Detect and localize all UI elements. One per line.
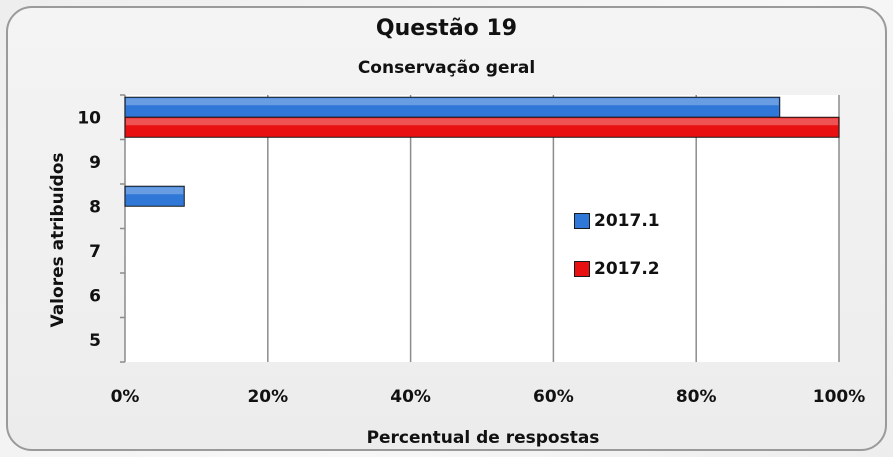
x-tick-label: 40% (390, 387, 431, 407)
y-tick-label: 9 (89, 153, 101, 173)
chart-title: Questão 19 (375, 16, 518, 41)
bar-highlight (126, 98, 779, 106)
x-tick-label: 80% (676, 387, 717, 407)
plot-area: 0% 20% 40% 60% 80% 100% 5 6 7 8 9 10 (77, 94, 866, 407)
bar-2017-2-value-10 (124, 116, 840, 138)
chart-subtitle: Conservação geral (357, 58, 536, 78)
plot-background (125, 95, 839, 362)
bar-highlight (126, 118, 838, 126)
y-tick-label: 5 (89, 331, 101, 351)
y-tick-label: 10 (77, 108, 101, 128)
legend-label-2017-2: 2017.2 (594, 259, 660, 279)
bar-highlight (126, 187, 184, 195)
legend-swatch-2017-2 (574, 261, 590, 277)
x-axis-label: Percentual de respostas (366, 428, 600, 448)
x-tick-label: 100% (813, 387, 866, 407)
legend-item-2017-2: 2017.2 (574, 256, 660, 282)
bar-2017-1-value-8 (124, 185, 185, 207)
x-tick-label: 0% (111, 387, 140, 407)
y-tick-label: 8 (89, 197, 101, 217)
x-tick-label: 60% (533, 387, 574, 407)
legend-item-2017-1: 2017.1 (574, 208, 660, 234)
y-tick-label: 6 (89, 286, 101, 306)
y-tick-label: 7 (89, 242, 101, 262)
legend-label-2017-1: 2017.1 (594, 211, 660, 231)
legend: 2017.1 2017.2 (574, 208, 660, 304)
legend-swatch-2017-1 (574, 213, 590, 229)
x-tick-label: 20% (247, 387, 288, 407)
